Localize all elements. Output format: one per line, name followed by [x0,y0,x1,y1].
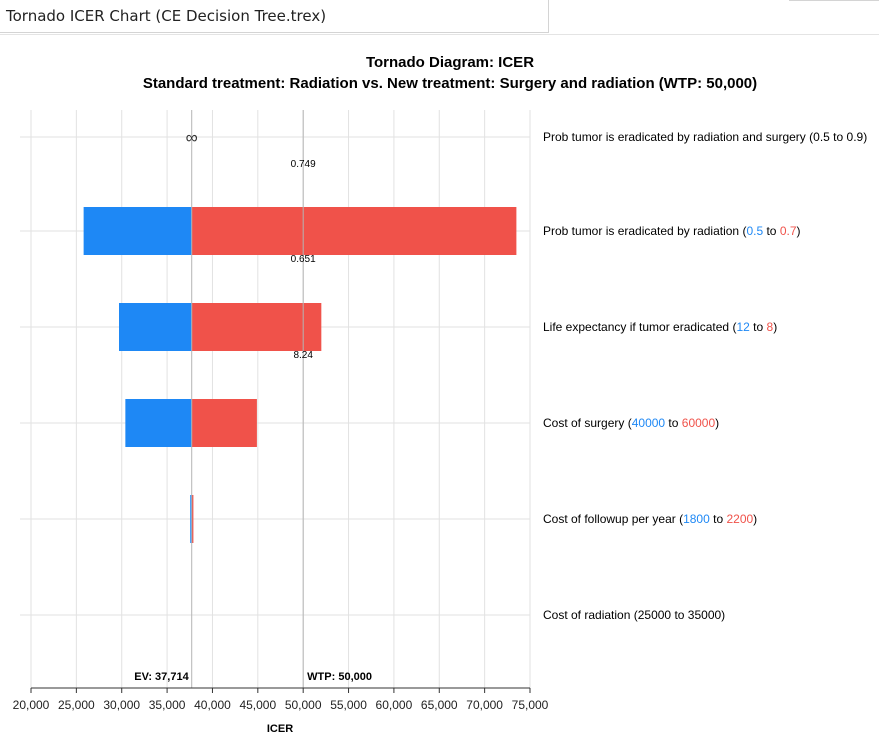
range-high-value: 2200 [726,512,754,526]
variable-name: Prob tumor is eradicated by radiation [543,224,740,238]
x-tick-label-10: 70,000 [466,698,503,712]
range-open: ( [624,416,632,430]
x-tick-label-9: 65,000 [421,698,458,712]
range-high-value: 0.7 [779,224,797,238]
range-low-value: 12 [736,320,750,334]
x-tick-label-11: 75,000 [512,698,549,712]
range-to: to [665,416,682,430]
variable-label-0: Prob tumor is eradicated by radiation an… [543,130,867,144]
variable-label-4: Cost of followup per year (1800 to 2200) [543,512,757,526]
bar-high-2 [191,303,322,351]
range-open: ( [630,608,638,622]
bar-low-4 [190,495,192,543]
bar-low-3 [125,399,192,447]
range-to: to [763,224,780,238]
threshold-label-1: 0.651 [291,254,316,265]
range-close: ) [721,608,726,622]
range-to: to [749,320,767,334]
x-tick-label-3: 35,000 [149,698,186,712]
x-tick-label-4: 40,000 [194,698,231,712]
range-open: ( [675,512,684,526]
chart-title-block: Tornado Diagram: ICER Standard treatment… [0,52,879,94]
range-close: ) [773,320,778,334]
range-to: to [671,608,688,622]
x-tick-label-8: 60,000 [376,698,413,712]
range-open: ( [805,130,814,144]
variable-name: Cost of followup per year [543,512,676,526]
range-high-value: 0.9 [846,130,864,144]
x-axis-title: ICER [267,723,293,735]
range-close: ) [796,224,801,238]
bar-high-4 [191,495,194,543]
range-open: ( [739,224,747,238]
range-close: ) [753,512,758,526]
variable-name: Cost of radiation [543,608,631,622]
chart-subtitle: Standard treatment: Radiation vs. New tr… [142,75,758,92]
range-close: ) [863,130,868,144]
bar-low-1 [83,207,192,255]
variable-name: Life expectancy if tumor eradicated [543,320,730,334]
range-high-value: 8 [766,320,774,334]
threshold-label-2: 8.24 [293,350,313,361]
variable-label-2: Life expectancy if tumor eradicated (12 … [543,320,777,334]
variable-label-1: Prob tumor is eradicated by radiation (0… [543,224,801,238]
x-tick-label-5: 45,000 [239,698,276,712]
top-divider [789,0,879,1]
wtp-label: WTP: 50,000 [307,671,372,683]
bar-low-2 [119,303,192,351]
range-to: to [829,130,847,144]
ev-label: EV: 37,714 [134,671,189,683]
range-close: ) [715,416,720,430]
header-divider [0,34,879,35]
x-tick-label-2: 30,000 [103,698,140,712]
x-tick-label-0: 20,000 [13,698,50,712]
chart-title: Tornado Diagram: ICER [365,54,535,71]
infinity-marker-0: ∞ [186,128,198,147]
bar-high-1 [191,207,517,255]
variable-name: Prob tumor is eradicated by radiation an… [543,130,806,144]
variable-label-3: Cost of surgery (40000 to 60000) [543,416,719,430]
range-open: ( [729,320,737,334]
range-to: to [709,512,727,526]
range-low-value: 0.5 [813,130,830,144]
threshold-label-0: 0.749 [291,159,316,170]
range-low-value: 1800 [683,512,710,526]
range-high-value: 60000 [681,416,716,430]
x-tick-label-1: 25,000 [58,698,95,712]
bar-high-3 [191,399,257,447]
range-low-value: 25000 [637,608,672,622]
variable-label-5: Cost of radiation (25000 to 35000) [543,608,725,622]
x-tick-label-6: 50,000 [285,698,322,712]
range-low-value: 0.5 [746,224,764,238]
range-high-value: 35000 [687,608,722,622]
variable-name: Cost of surgery [543,416,625,430]
x-tick-label-7: 55,000 [330,698,367,712]
window-title: Tornado ICER Chart (CE Decision Tree.tre… [0,0,549,33]
range-low-value: 40000 [631,416,666,430]
